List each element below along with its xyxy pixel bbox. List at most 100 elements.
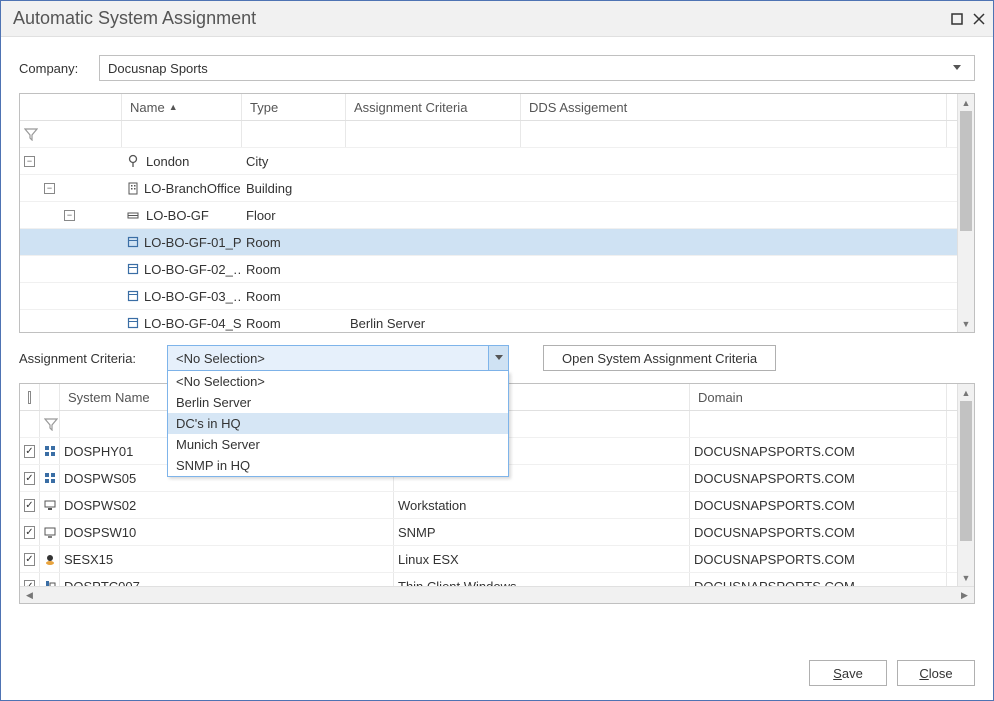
tree-header-dds[interactable]: DDS Assigement: [521, 94, 947, 120]
criteria-value: <No Selection>: [176, 351, 265, 366]
scroll-up-icon[interactable]: ▲: [958, 384, 974, 401]
tree-name-cell: LO-BO-GF-02_…: [122, 256, 242, 282]
tree-row[interactable]: −LondonCity: [20, 148, 957, 175]
criteria-option[interactable]: Berlin Server: [168, 392, 508, 413]
tree-row[interactable]: LO-BO-GF-02_…Room: [20, 256, 957, 283]
sys-check-cell[interactable]: [20, 492, 40, 518]
tree-dds-cell: [521, 148, 947, 174]
tree-dds-cell: [521, 283, 947, 309]
sys-check-cell[interactable]: [20, 438, 40, 464]
room-icon: [126, 316, 140, 330]
tree-row[interactable]: LO-BO-GF-03_…Room: [20, 283, 957, 310]
tree-type-cell: Floor: [242, 202, 346, 228]
tree-row[interactable]: −LO-BO-GFFloor: [20, 202, 957, 229]
sys-domain-cell: DOCUSNAPSPORTS.COM: [690, 573, 947, 586]
room-icon: [126, 235, 140, 249]
scroll-thumb[interactable]: [960, 111, 972, 231]
sys-check-cell[interactable]: [20, 465, 40, 491]
tree-row[interactable]: −LO-BranchOfficeBuilding: [20, 175, 957, 202]
sys-check-cell[interactable]: [20, 546, 40, 572]
tree-header-criteria[interactable]: Assignment Criteria: [346, 94, 521, 120]
checkbox-icon[interactable]: [28, 391, 31, 404]
criteria-dropdown-list: <No Selection>Berlin ServerDC's in HQMun…: [167, 371, 509, 477]
system-row[interactable]: DOSPWS02WorkstationDOCUSNAPSPORTS.COM: [20, 492, 957, 519]
save-button[interactable]: Save: [809, 660, 887, 686]
scroll-right-icon[interactable]: ▶: [957, 590, 972, 601]
chevron-down-icon[interactable]: [948, 56, 966, 80]
maximize-icon[interactable]: [951, 13, 963, 25]
filter-dds[interactable]: [521, 121, 947, 147]
criteria-option[interactable]: Munich Server: [168, 434, 508, 455]
tree-criteria-cell: [346, 202, 521, 228]
criteria-option[interactable]: SNMP in HQ: [168, 455, 508, 476]
tree-row[interactable]: LO-BO-GF-04_S…RoomBerlin Server: [20, 310, 957, 332]
tree-criteria-cell: [346, 229, 521, 255]
filter-icon-cell[interactable]: [20, 121, 122, 147]
tree-scrollbar[interactable]: ▲ ▼: [957, 94, 974, 332]
tree-name-cell: LO-BO-GF-01_P…: [122, 229, 242, 255]
checkbox-icon[interactable]: [24, 526, 35, 539]
tree-header-name[interactable]: Name▲: [122, 94, 242, 120]
tree-type-cell: City: [242, 148, 346, 174]
expander-icon[interactable]: −: [64, 210, 75, 221]
tree-row[interactable]: LO-BO-GF-01_P…Room: [20, 229, 957, 256]
expander-icon[interactable]: −: [24, 156, 35, 167]
tree-dds-cell: [521, 310, 947, 332]
system-row[interactable]: SESX15Linux ESXDOCUSNAPSPORTS.COM: [20, 546, 957, 573]
sys-scrollbar-h[interactable]: ◀ ▶: [20, 586, 974, 603]
criteria-option[interactable]: DC's in HQ: [168, 413, 508, 434]
sys-icon-cell: [40, 492, 60, 518]
tree-expand-cell: [20, 283, 122, 309]
criteria-label: Assignment Criteria:: [19, 351, 157, 366]
sys-type-cell: Workstation: [394, 492, 690, 518]
tree-type-cell: Room: [242, 229, 346, 255]
criteria-option[interactable]: <No Selection>: [168, 371, 508, 392]
sys-filter-domain[interactable]: [690, 411, 947, 437]
chevron-down-icon[interactable]: [488, 346, 508, 370]
tree-name-cell: LO-BO-GF-04_S…: [122, 310, 242, 332]
tree-expand-cell: −: [20, 148, 122, 174]
sys-header-check[interactable]: [20, 384, 40, 410]
close-button[interactable]: Close: [897, 660, 975, 686]
close-icon[interactable]: [973, 13, 985, 25]
tree-type-cell: Room: [242, 310, 346, 332]
checkbox-icon[interactable]: [24, 445, 35, 458]
expander-icon[interactable]: −: [44, 183, 55, 194]
tree-header-type[interactable]: Type: [242, 94, 346, 120]
criteria-dropdown[interactable]: <No Selection>: [167, 345, 509, 371]
scroll-down-icon[interactable]: ▼: [958, 569, 974, 586]
window-title: Automatic System Assignment: [13, 8, 256, 29]
sys-domain-cell: DOCUSNAPSPORTS.COM: [690, 465, 947, 491]
sys-scrollbar[interactable]: ▲ ▼: [957, 384, 974, 586]
sys-icon-cell: [40, 546, 60, 572]
system-row[interactable]: DOSPSW10SNMPDOCUSNAPSPORTS.COM: [20, 519, 957, 546]
location-tree-grid: Name▲ Type Assignment Criteria DDS Assig…: [19, 93, 975, 333]
scroll-up-icon[interactable]: ▲: [958, 94, 974, 111]
tree-name-cell: LO-BO-GF-03_…: [122, 283, 242, 309]
monitor-icon: [43, 525, 57, 539]
tree-criteria-cell: Berlin Server: [346, 310, 521, 332]
sys-check-cell[interactable]: [20, 519, 40, 545]
checkbox-icon[interactable]: [24, 472, 35, 485]
sys-check-cell[interactable]: [20, 573, 40, 586]
company-row: Company: Docusnap Sports: [19, 55, 975, 81]
sys-header-domain[interactable]: Domain: [690, 384, 947, 410]
scroll-left-icon[interactable]: ◀: [22, 590, 37, 601]
filter-criteria[interactable]: [346, 121, 521, 147]
filter-name[interactable]: [122, 121, 242, 147]
tree-type-cell: Building: [242, 175, 346, 201]
sys-name-cell: DOSPSW10: [60, 519, 394, 545]
sys-filter-iconcell[interactable]: [40, 411, 60, 437]
filter-type[interactable]: [242, 121, 346, 147]
open-criteria-button[interactable]: Open System Assignment Criteria: [543, 345, 776, 371]
footer: Save Close: [1, 658, 993, 700]
criteria-row: Assignment Criteria: <No Selection> <No …: [19, 345, 975, 371]
scroll-thumb[interactable]: [960, 401, 972, 541]
checkbox-icon[interactable]: [24, 553, 35, 566]
system-row[interactable]: DOSPTC007Thin Client WindowsDOCUSNAPSPOR…: [20, 573, 957, 586]
company-dropdown[interactable]: Docusnap Sports: [99, 55, 975, 81]
filter-icon: [44, 417, 58, 431]
scroll-down-icon[interactable]: ▼: [958, 315, 974, 332]
tree-criteria-cell: [346, 148, 521, 174]
checkbox-icon[interactable]: [24, 499, 35, 512]
